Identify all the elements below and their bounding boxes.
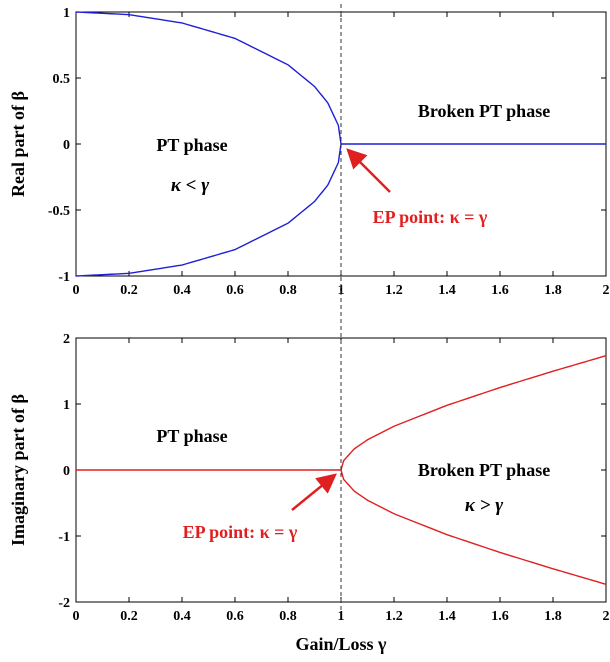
top-ytick-label: -0.5 — [48, 204, 70, 219]
top-xtick-label: 1 — [338, 283, 345, 298]
top-xtick-label: 0.6 — [226, 283, 244, 298]
top-ep-label: EP point: κ = γ — [373, 207, 488, 227]
bottom-xtick-label: 1.8 — [544, 609, 562, 624]
top-xtick-label: 0.8 — [279, 283, 297, 298]
top-ytick-label: 1 — [63, 6, 70, 21]
top-ylabel: Real part of β — [8, 91, 28, 197]
top-plot: 0 0.2 0.4 0.6 0.8 1 1.2 1.4 1.6 1.8 2 -1 -0.5 0 0.5 1 R… — [8, 6, 610, 298]
top-ticks: 0 0.2 0.4 0.6 0.8 1 1.2 1.4 1.6 1.8 2 -1 -0.5 0 0.5 1 — [48, 6, 610, 298]
top-xtick-label: 1.2 — [385, 283, 403, 298]
bottom-ytick-label: -1 — [58, 530, 70, 545]
shared-xlabel: Gain/Loss γ — [296, 634, 388, 654]
bottom-left-phase-label: PT phase — [156, 426, 227, 446]
bottom-ep-arrow — [291, 473, 337, 511]
bottom-curves — [76, 355, 607, 585]
top-xtick-label: 2 — [603, 283, 610, 298]
bottom-ticks: 0 0.2 0.4 0.6 0.8 1 1.2 1.4 1.6 1.8 2 -2 -1 0 1 2 — [58, 332, 609, 624]
top-xtick-label: 1.6 — [491, 283, 509, 298]
bottom-xtick-label: 0.8 — [279, 609, 297, 624]
top-xtick-label: 0 — [73, 283, 80, 298]
bottom-right-phase-label: Broken PT phase — [418, 460, 550, 480]
bottom-xtick-label: 1.4 — [438, 609, 456, 624]
bottom-ytick-label: 1 — [63, 398, 70, 413]
top-left-phase-label: PT phase — [156, 135, 227, 155]
bottom-xtick-label: 1.2 — [385, 609, 403, 624]
top-xtick-label: 1.8 — [544, 283, 562, 298]
top-xtick-label: 1.4 — [438, 283, 456, 298]
bottom-xtick-label: 0.4 — [173, 609, 191, 624]
bottom-ylabel: Imaginary part of β — [8, 394, 28, 546]
bottom-plot: 0 0.2 0.4 0.6 0.8 1 1.2 1.4 1.6 1.8 2 -2 -1 0 1 2 Imagi… — [8, 332, 610, 624]
bottom-xtick-label: 1 — [338, 609, 345, 624]
bottom-ep-label: EP point: κ = γ — [183, 522, 298, 542]
top-ytick-label: 0.5 — [53, 72, 71, 87]
top-curves — [75, 11, 606, 277]
bottom-right-condition-label: κ > γ — [465, 495, 503, 516]
bottom-xtick-label: 2 — [603, 609, 610, 624]
bottom-xtick-label: 0 — [73, 609, 80, 624]
top-ytick-label: 0 — [63, 138, 70, 153]
top-series-line — [75, 143, 342, 277]
top-right-phase-label: Broken PT phase — [418, 101, 550, 121]
bottom-series-line — [340, 355, 607, 471]
bottom-series-line — [340, 469, 607, 585]
top-xtick-label: 0.4 — [173, 283, 191, 298]
top-ep-arrow — [346, 148, 391, 193]
bottom-xtick-label: 0.2 — [120, 609, 138, 624]
bottom-ytick-label: -2 — [58, 596, 70, 611]
top-xtick-label: 0.2 — [120, 283, 138, 298]
bottom-ytick-label: 0 — [63, 464, 70, 479]
bottom-xtick-label: 0.6 — [226, 609, 244, 624]
top-ytick-label: -1 — [58, 270, 70, 285]
bottom-ytick-label: 2 — [63, 332, 70, 347]
top-left-condition-label: κ < γ — [171, 175, 209, 196]
top-series-line — [75, 11, 342, 145]
bottom-xtick-label: 1.6 — [491, 609, 509, 624]
